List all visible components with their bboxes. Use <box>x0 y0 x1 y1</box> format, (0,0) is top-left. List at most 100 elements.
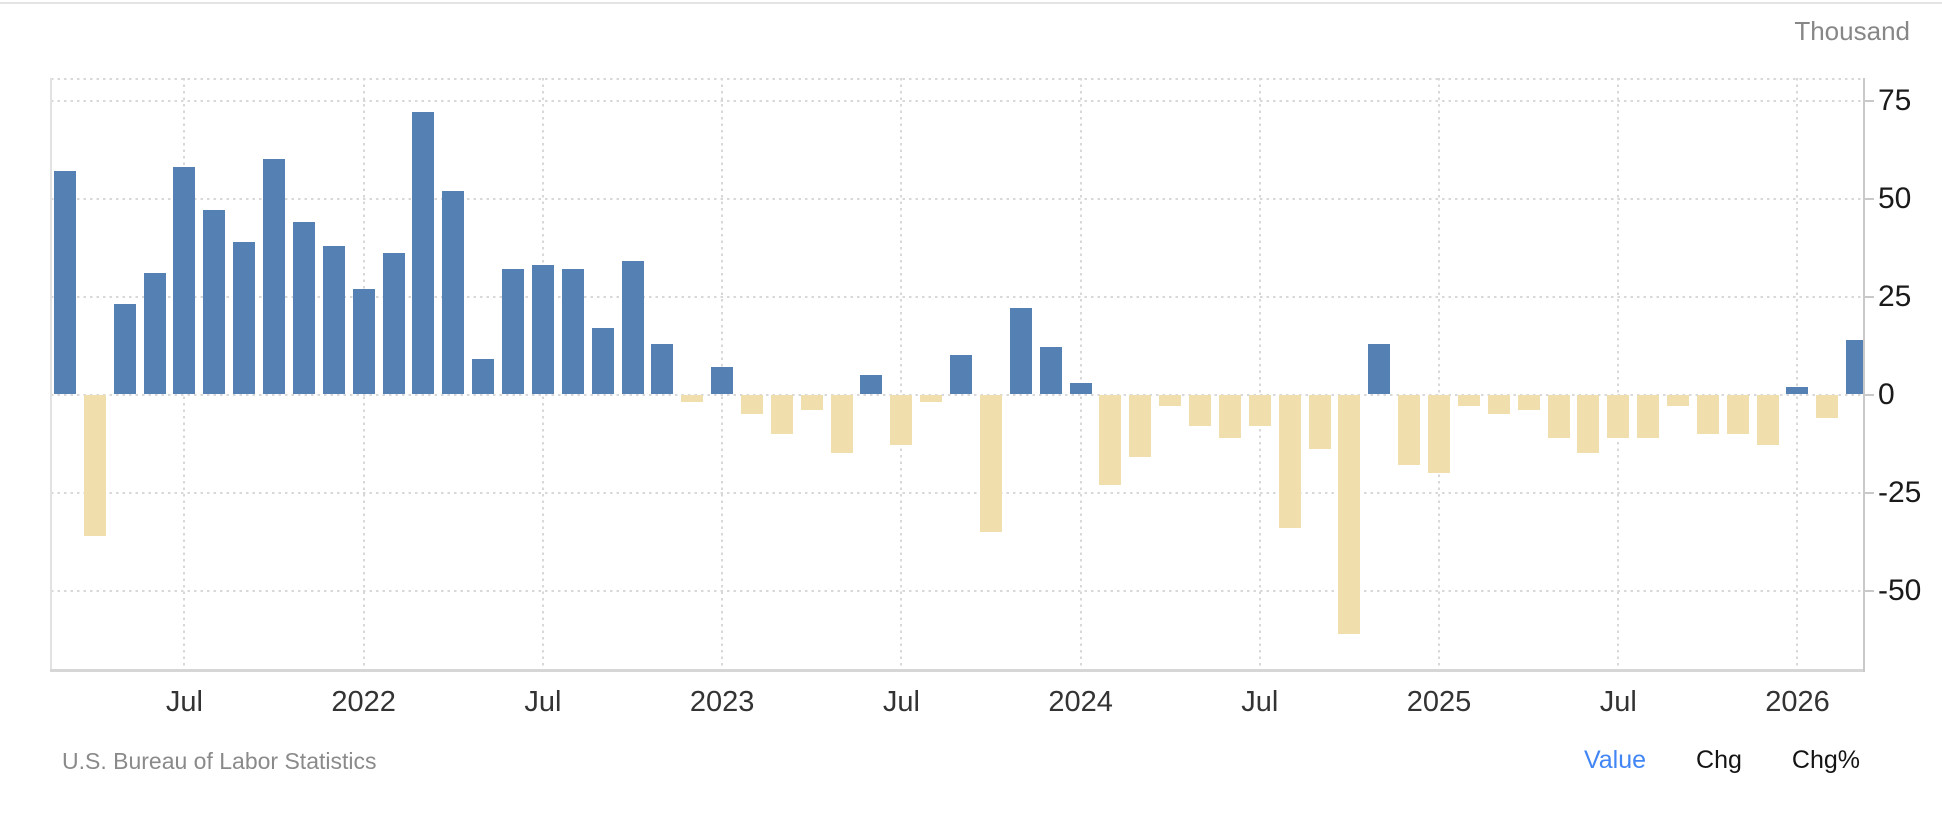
y-gridline <box>51 197 1863 200</box>
bar-may-2024[interactable] <box>1189 394 1212 426</box>
bar-jun-2024[interactable] <box>1218 394 1241 438</box>
bar-aug-2023[interactable] <box>920 394 943 403</box>
y-axis-unit-label: Thousand <box>1794 16 1910 46</box>
bar-sep-2023[interactable] <box>950 355 973 395</box>
x-gridline <box>1258 78 1261 670</box>
bar-mar-2021[interactable] <box>54 171 76 395</box>
y-axis-tick <box>1863 491 1874 494</box>
y-axis-label: 25 <box>1878 279 1912 313</box>
bar-apr-2022[interactable] <box>442 190 465 395</box>
bar-nov-2021[interactable] <box>292 222 315 395</box>
bar-sep-2025[interactable] <box>1666 394 1689 407</box>
bar-sep-2024[interactable] <box>1308 394 1331 450</box>
bar-feb-2025[interactable] <box>1457 394 1480 407</box>
y-axis-label: 75 <box>1878 83 1912 117</box>
bar-jun-2022[interactable] <box>502 269 525 395</box>
bar-dec-2022[interactable] <box>681 394 704 403</box>
bar-jul-2025[interactable] <box>1607 394 1630 438</box>
bar-may-2023[interactable] <box>830 394 853 454</box>
bar-jul-2021[interactable] <box>173 167 196 395</box>
bar-nov-2025[interactable] <box>1726 394 1749 434</box>
x-gridline <box>1079 78 1082 670</box>
bar-jan-2023[interactable] <box>711 367 734 395</box>
y-axis-line <box>1863 78 1865 672</box>
widget-top-border <box>0 2 1942 4</box>
bar-oct-2021[interactable] <box>263 159 286 395</box>
bar-aug-2021[interactable] <box>203 210 226 395</box>
bar-apr-2023[interactable] <box>800 394 823 411</box>
y-axis-tick <box>1863 589 1874 592</box>
y-axis-tick <box>1863 197 1874 200</box>
x-axis-label: 2022 <box>331 686 396 718</box>
view-toggle-chgpct[interactable]: Chg% <box>1791 746 1860 774</box>
y-axis-tick <box>1863 295 1874 298</box>
bar-oct-2023[interactable] <box>979 394 1002 532</box>
bar-aug-2022[interactable] <box>561 269 584 395</box>
x-gridline <box>1796 78 1799 670</box>
bar-sep-2021[interactable] <box>233 241 256 395</box>
bar-oct-2024[interactable] <box>1338 394 1361 634</box>
view-toggle-value[interactable]: Value <box>1583 746 1647 774</box>
bar-mar-2025[interactable] <box>1487 394 1510 415</box>
bar-dec-2021[interactable] <box>322 245 345 395</box>
bar-jan-2026[interactable] <box>1786 386 1809 395</box>
bar-oct-2022[interactable] <box>621 261 644 395</box>
y-gridline <box>51 99 1863 102</box>
bar-feb-2024[interactable] <box>1099 394 1122 485</box>
x-axis-label: 2023 <box>689 686 755 718</box>
bar-sep-2022[interactable] <box>591 327 614 395</box>
bar-aug-2024[interactable] <box>1278 394 1301 528</box>
x-axis-label: Jul <box>1599 686 1637 718</box>
bar-jun-2021[interactable] <box>143 272 166 395</box>
bar-dec-2025[interactable] <box>1756 394 1779 446</box>
bar-jun-2023[interactable] <box>860 374 883 395</box>
view-toggle-chg[interactable]: Chg <box>1696 746 1742 774</box>
bar-may-2025[interactable] <box>1547 394 1570 438</box>
x-axis-label: Jul <box>882 686 920 718</box>
y-gridline <box>51 589 1863 592</box>
bar-jul-2024[interactable] <box>1248 394 1271 426</box>
x-gridline <box>1438 78 1441 670</box>
bar-apr-2024[interactable] <box>1159 394 1182 407</box>
bar-feb-2026[interactable] <box>1816 394 1839 419</box>
x-axis-label: Jul <box>1241 686 1279 718</box>
bar-jan-2024[interactable] <box>1069 382 1092 395</box>
bar-nov-2023[interactable] <box>1009 308 1032 395</box>
bar-may-2021[interactable] <box>113 304 136 395</box>
y-axis-tick <box>1863 393 1874 396</box>
y-gridline <box>51 393 1863 396</box>
bar-may-2022[interactable] <box>472 359 495 395</box>
bar-dec-2023[interactable] <box>1039 347 1062 395</box>
x-axis-line <box>50 669 1864 672</box>
bar-feb-2022[interactable] <box>382 253 405 395</box>
bar-nov-2022[interactable] <box>651 343 674 395</box>
y-axis-label: -50 <box>1878 573 1922 607</box>
x-axis-label: Jul <box>524 686 562 718</box>
bar-jul-2023[interactable] <box>890 394 913 446</box>
bar-aug-2025[interactable] <box>1637 394 1660 438</box>
bar-feb-2023[interactable] <box>741 394 763 415</box>
bar-jun-2025[interactable] <box>1577 394 1600 454</box>
bar-mar-2026[interactable] <box>1846 339 1863 395</box>
bar-jan-2025[interactable] <box>1428 394 1451 473</box>
y-axis-tick <box>1863 99 1874 102</box>
y-axis-label: 50 <box>1878 181 1912 215</box>
bar-nov-2024[interactable] <box>1368 343 1391 395</box>
y-axis-label: 0 <box>1878 377 1895 411</box>
bar-mar-2022[interactable] <box>412 112 435 395</box>
y-gridline <box>51 491 1863 494</box>
bar-apr-2025[interactable] <box>1517 394 1540 411</box>
bar-oct-2025[interactable] <box>1696 394 1719 434</box>
bar-dec-2024[interactable] <box>1398 394 1421 466</box>
bar-apr-2021[interactable] <box>83 394 106 536</box>
x-gridline <box>900 78 903 670</box>
x-axis-label: 2024 <box>1048 686 1113 718</box>
x-axis-label: Jul <box>165 686 203 718</box>
bar-jan-2022[interactable] <box>352 288 375 395</box>
plot-left-border <box>50 78 52 670</box>
view-toggle-group: Value Chg Chg% <box>1584 746 1860 775</box>
bar-jul-2022[interactable] <box>531 265 554 395</box>
bar-mar-2024[interactable] <box>1129 394 1152 458</box>
bar-mar-2023[interactable] <box>770 394 793 434</box>
